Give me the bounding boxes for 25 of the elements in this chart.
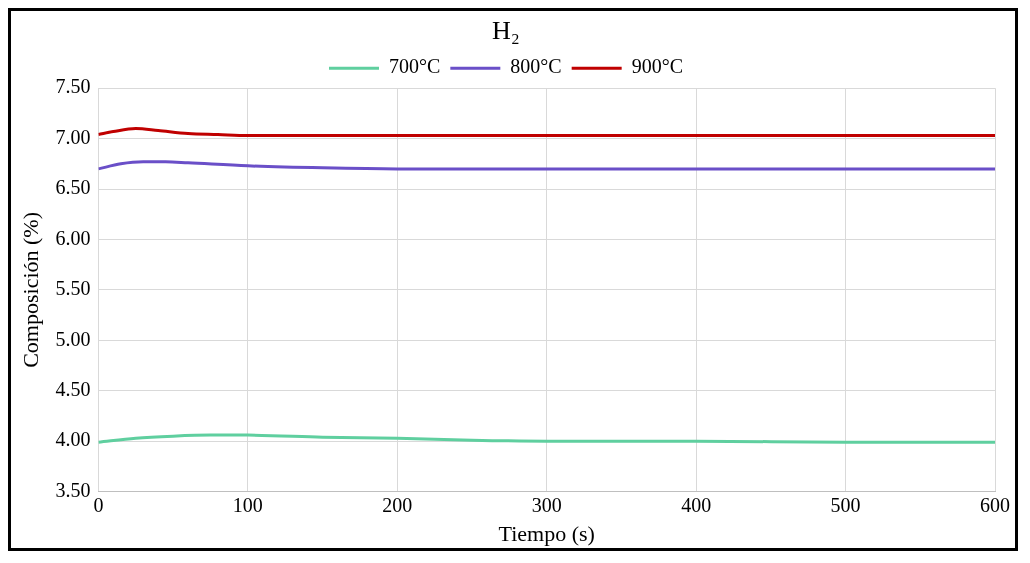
y-tick-label: 4.00: [55, 428, 91, 451]
y-tick-label: 5.50: [55, 277, 91, 300]
x-tick-label: 0: [93, 493, 104, 516]
line-series: [98, 433, 995, 444]
legend-label: 900°C: [631, 55, 684, 78]
y-tick-label: 6.00: [55, 226, 91, 249]
line-series: [98, 127, 995, 138]
y-tick-label: 3.50: [55, 478, 91, 501]
y-tick-label: 5.00: [55, 327, 91, 350]
x-tick-label: 600: [980, 493, 1010, 516]
y-tick-label: 7.50: [55, 75, 91, 98]
chart-title: H₂: [492, 16, 520, 46]
x-tick-label: 400: [681, 493, 712, 516]
line-series: [98, 160, 995, 171]
x-tick-label: 100: [232, 493, 263, 516]
legend-label: 800°C: [510, 55, 562, 78]
y-tick-label: 4.50: [55, 378, 91, 400]
y-tick-label: 6.50: [55, 176, 91, 199]
x-tick-label: 200: [382, 493, 413, 516]
y-axis-title: Composición (%): [17, 211, 43, 368]
x-tick-label: 500: [830, 493, 861, 516]
x-tick-label: 300: [531, 493, 562, 516]
x-axis-title: Tiempo (s): [498, 520, 595, 546]
legend-label: 700°C: [388, 55, 441, 78]
y-tick-label: 7.00: [55, 125, 91, 148]
